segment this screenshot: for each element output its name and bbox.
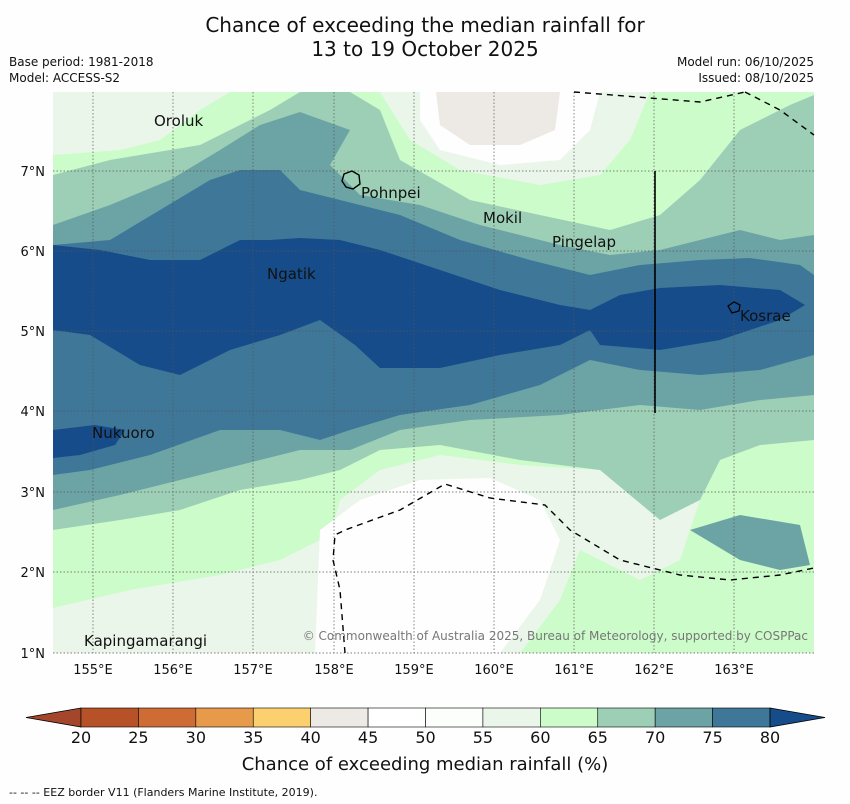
x-tick-156e: 156°E: [153, 663, 193, 678]
y-tick-7n: 7°N: [21, 165, 46, 180]
place-pohnpei: Pohnpei: [361, 184, 421, 202]
model-run: Model run: 06/10/2025: [676, 55, 814, 69]
copyright-notice: © Commonwealth of Australia 2025, Bureau…: [303, 629, 808, 643]
colorbar-segment: [252, 707, 311, 728]
y-tick-6n: 6°N: [21, 245, 46, 260]
title-line-1: Chance of exceeding the median rainfall …: [205, 13, 645, 37]
colorbar-segment: [540, 707, 599, 728]
y-tick-5n: 5°N: [21, 325, 46, 340]
chart-title: Chance of exceeding the median rainfall …: [0, 13, 850, 61]
grid: [53, 92, 814, 654]
place-kapingamarangi: Kapingamarangi: [84, 632, 207, 650]
fill-80-plus-nukuoro: [53, 425, 125, 458]
y-tick-4n: 4°N: [21, 405, 46, 420]
colorbar: [25, 707, 826, 728]
x-tick-158e: 158°E: [314, 663, 354, 678]
colorbar-label: Chance of exceeding median rainfall (%): [241, 754, 609, 775]
place-oroluk: Oroluk: [154, 112, 203, 130]
eez-north: [573, 91, 746, 103]
colorbar-tick-label: 30: [185, 728, 207, 747]
eez-south: [332, 483, 815, 654]
contour-fills: [53, 92, 814, 653]
eez-northeast: [744, 91, 815, 136]
x-tick-162e: 162°E: [634, 663, 674, 678]
place-mokil: Mokil: [483, 209, 522, 227]
eez-borders: [332, 91, 815, 654]
colorbar-segment: [138, 707, 197, 728]
meta-left: Base period: 1981-2018 Model: ACCESS-S2: [9, 54, 154, 86]
x-tick-160e: 160°E: [474, 663, 514, 678]
colorbar-arrow-low: [25, 707, 82, 728]
colorbar-arrow-high: [769, 707, 826, 728]
fill-80-plus: [53, 238, 805, 375]
x-tick-163e: 163°E: [714, 663, 754, 678]
fill-70-75-southeast: [690, 515, 810, 570]
place-kosrae: Kosrae: [740, 307, 791, 325]
colorbar-tick-label: 75: [702, 728, 723, 747]
eez-footnote: -- -- -- EEZ border V11 (Flanders Marine…: [9, 786, 318, 799]
y-tick-2n: 2°N: [21, 566, 46, 581]
colorbar-tick-label: 55: [472, 728, 494, 747]
fill-55-60-northwest: [53, 92, 230, 155]
colorbar-segment: [654, 707, 713, 728]
colorbar-tick-label: 50: [415, 728, 436, 747]
colorbar-tick-label: 25: [128, 728, 149, 747]
title-line-2: 13 to 19 October 2025: [311, 37, 539, 61]
colorbar-segment: [482, 707, 541, 728]
x-tick-161e: 161°E: [554, 663, 594, 678]
fill-50-55-south: [315, 478, 560, 653]
colorbar-tick-label: 20: [70, 728, 92, 747]
fill-40-45: [436, 92, 560, 145]
model-name: Model: ACCESS-S2: [9, 71, 121, 85]
colorbar-segment: [425, 707, 484, 728]
colorbar-tick-label: 40: [300, 728, 321, 747]
x-tick-159e: 159°E: [394, 663, 434, 678]
y-tick-3n: 3°N: [21, 486, 46, 501]
place-ngatik: Ngatik: [267, 265, 316, 283]
place-nukuoro: Nukuoro: [92, 424, 155, 442]
colorbar-tick-label: 65: [587, 728, 608, 747]
colorbar-tick-label: 60: [530, 728, 551, 747]
kosrae-island-icon: [727, 301, 741, 314]
colorbar-tick-label: 45: [357, 728, 379, 747]
colorbar-segment: [597, 707, 656, 728]
issued-date: Issued: 08/10/2025: [698, 71, 814, 85]
colorbar-segment: [367, 707, 426, 728]
colorbar-segment: [195, 707, 254, 728]
colorbar-segment: [310, 707, 369, 728]
meta-right: Model run: 06/10/2025 Issued: 08/10/2025: [677, 54, 814, 86]
colorbar-tick-label: 35: [243, 728, 264, 747]
colorbar-tick-label: 70: [644, 728, 666, 747]
place-pingelap: Pingelap: [552, 233, 616, 251]
colorbar-segment: [712, 707, 771, 728]
colorbar-segment: [80, 707, 139, 728]
colorbar-tick-label: 80: [759, 728, 781, 747]
base-period: Base period: 1981-2018: [9, 55, 154, 69]
x-tick-157e: 157°E: [233, 663, 273, 678]
y-tick-1n: 1°N: [21, 647, 46, 662]
x-tick-155e: 155°E: [73, 663, 113, 678]
pohnpei-island-icon: [341, 170, 361, 190]
